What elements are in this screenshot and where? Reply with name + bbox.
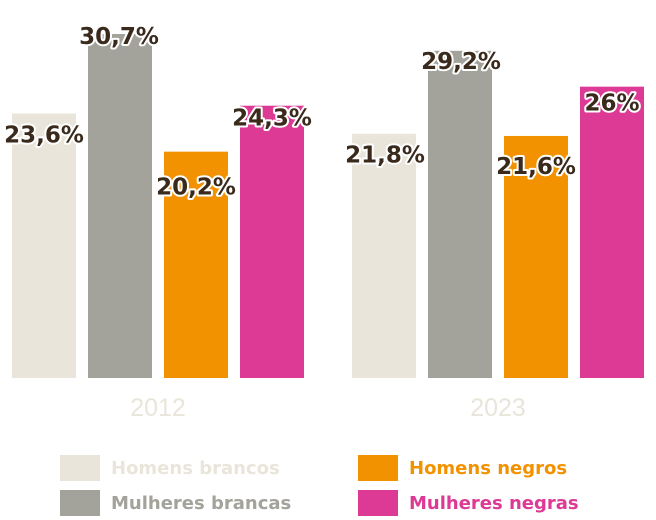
value-label-homens-brancos-2012: 23,6% bbox=[4, 123, 84, 149]
value-label-mulheres-brancas-2012: 30,7% bbox=[79, 24, 159, 50]
bar-homens-negros-2012 bbox=[164, 151, 228, 378]
bars-group bbox=[12, 34, 644, 379]
bar-mulheres-brancas-2023 bbox=[428, 50, 492, 378]
value-label-mulheres-negras-2012: 24,3% bbox=[232, 106, 312, 132]
value-label-mulheres-brancas-2023: 29,2% bbox=[421, 49, 501, 75]
category-label-2023: 2023 bbox=[470, 394, 526, 422]
category-labels: 2012 2023 bbox=[130, 394, 526, 422]
bar-homens-brancos-2023 bbox=[352, 133, 416, 378]
value-label-homens-brancos-2023: 21,8% bbox=[345, 143, 425, 169]
bar-mulheres-negras-2023 bbox=[580, 86, 644, 379]
value-label-mulheres-negras-2023: 26% bbox=[584, 91, 639, 117]
value-label-homens-negros-2023: 21,6% bbox=[496, 154, 576, 180]
value-labels: 23,6% 30,7% 20,2% 24,3% 21,8% 29,2% 21,6% 26% bbox=[2, 22, 641, 203]
bar-homens-negros-2023 bbox=[504, 135, 568, 378]
bar-mulheres-negras-2012 bbox=[240, 105, 304, 379]
value-label-homens-negros-2012: 20,2% bbox=[156, 175, 236, 201]
category-label-2012: 2012 bbox=[130, 394, 186, 422]
bar-homens-brancos-2012 bbox=[12, 113, 76, 378]
bar-mulheres-brancas-2012 bbox=[88, 34, 152, 378]
